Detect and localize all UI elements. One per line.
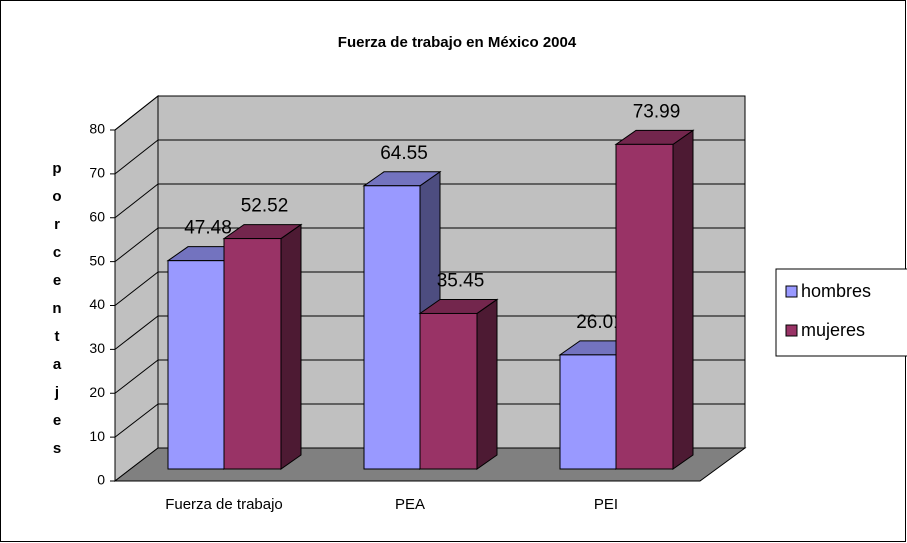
y-axis-label: porcentajes [49,160,66,468]
legend-label: hombres [801,281,871,301]
legend [775,268,907,357]
bar [559,354,617,470]
bar [223,238,282,470]
bar [419,312,478,470]
grid-line [114,315,159,350]
chart-title: Fuerza de trabajo en México 2004 [338,34,577,51]
data-label: 52.52 [241,196,289,217]
x-tick-label: Fuerza de trabajo [165,496,283,513]
x-tick-label: PEA [395,496,425,513]
bar [363,185,421,470]
grid-line [114,227,159,263]
legend-label: mujeres [801,320,865,340]
y-tick-label: 20 [89,384,105,400]
y-tick-label: 10 [89,428,105,444]
y-tick-label: 0 [97,472,105,488]
data-label: 47.48 [184,218,232,239]
grid-line [114,403,159,438]
legend-swatch [785,285,798,298]
y-tick-label: 70 [89,165,105,181]
bar-side [672,129,694,470]
bar [167,260,225,470]
grid-line [114,95,159,131]
data-label: 73.99 [633,101,681,122]
bar-side [280,223,302,470]
legend-swatch [785,324,798,337]
grid-line [114,271,159,306]
y-tick-label: 30 [89,340,105,356]
data-label: 35.45 [437,270,485,291]
y-tick-label: 80 [89,121,105,137]
bar [615,143,674,470]
data-label: 26.01 [576,312,624,333]
y-tick-label: 40 [89,296,105,312]
bar-side [476,298,498,470]
x-tick-label: PEI [594,496,618,513]
grid-line [114,359,159,394]
data-label: 64.55 [380,143,428,164]
grid-line [114,139,159,175]
y-tick-label: 60 [89,208,105,224]
y-tick-label: 50 [89,252,105,268]
grid-line [114,183,159,219]
